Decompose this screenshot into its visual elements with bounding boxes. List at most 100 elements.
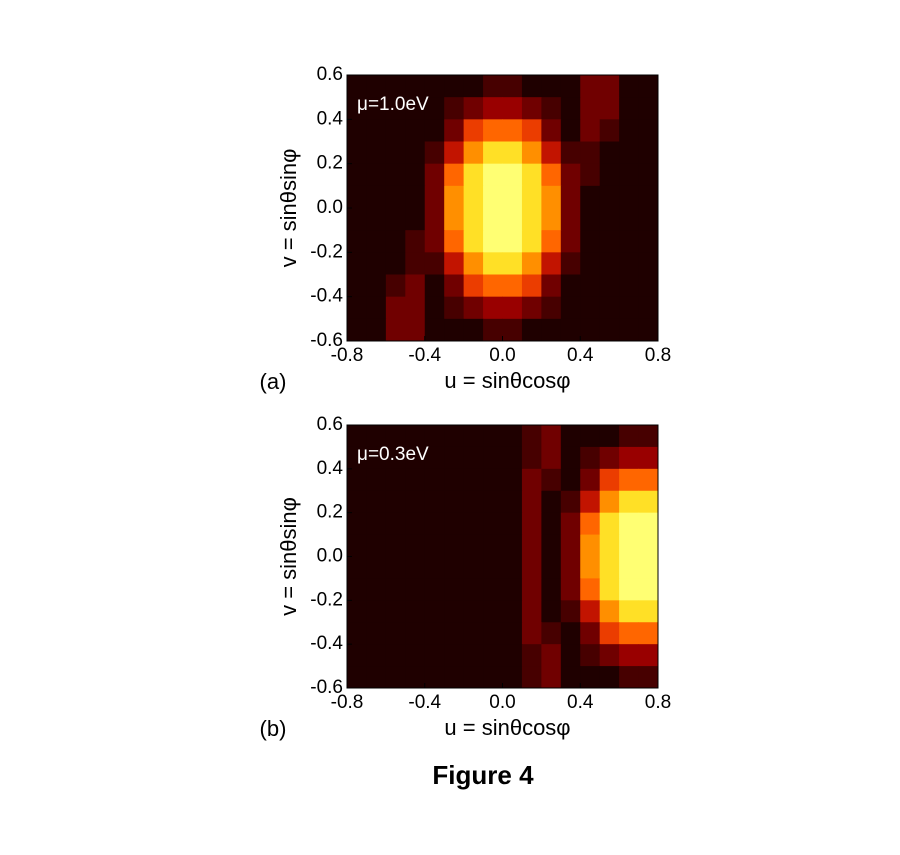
heatmap-cell [619, 644, 640, 667]
heatmap-cell [619, 622, 640, 645]
heatmap-cell [463, 534, 484, 557]
heatmap-cell [521, 97, 542, 120]
heatmap-cell [424, 318, 445, 342]
heatmap-cell [444, 296, 465, 320]
heatmap-cell [483, 490, 503, 514]
heatmap-cell [638, 274, 659, 298]
heatmap-cell [463, 75, 484, 98]
heatmap-cell [599, 318, 620, 342]
heatmap-cell [347, 578, 367, 601]
heatmap-cell [385, 185, 406, 209]
heatmap-cell [541, 252, 562, 275]
heatmap-cell [463, 490, 484, 514]
heatmap-cell [444, 208, 465, 231]
heatmap-cell [405, 163, 426, 187]
heatmap-cell [424, 274, 445, 298]
heatmap-cell [347, 185, 367, 209]
heatmap-cell [619, 578, 640, 601]
heatmap-cell [463, 274, 484, 298]
heatmap-cell [541, 296, 562, 320]
heatmap-cell [580, 578, 601, 601]
x-tick-label: -0.4 [408, 692, 441, 713]
heatmap-cell [405, 141, 426, 165]
heatmap-cell [463, 230, 484, 253]
heatmap-cell [424, 296, 445, 320]
heatmap-cell [619, 97, 640, 120]
heatmap-cell [483, 425, 503, 448]
heatmap-cell [385, 534, 406, 557]
heatmap-cell [560, 252, 581, 275]
heatmap-cell [366, 425, 387, 448]
heatmap-cell [405, 185, 426, 209]
heatmap-cell [599, 666, 620, 689]
heatmap-cell [385, 208, 406, 231]
heatmap-cell [521, 163, 542, 187]
heatmap-cell [347, 468, 367, 492]
heatmap-cell [502, 468, 523, 492]
heatmap-cell [619, 296, 640, 320]
heatmap-cell [463, 666, 484, 689]
heatmap-cell [599, 296, 620, 320]
heatmap-cell [347, 490, 367, 514]
heatmap-cell [599, 556, 620, 579]
heatmap-cell [502, 230, 523, 253]
heatmap-cell [560, 208, 581, 231]
heatmap-cell [405, 446, 426, 470]
heatmap-cell [638, 644, 659, 667]
heatmap-cell [638, 318, 659, 342]
heatmap-cell [580, 274, 601, 298]
heatmap-cell [638, 446, 659, 470]
heatmap-cell [521, 622, 542, 645]
y-tick-label: 0.4 [317, 458, 344, 479]
heatmap-cell [619, 274, 640, 298]
heatmap-cell [521, 318, 542, 342]
heatmap-cell [599, 163, 620, 187]
heatmap-cell [560, 97, 581, 120]
heatmap-cell [424, 163, 445, 187]
heatmap-cell [599, 208, 620, 231]
heatmap-cell [366, 230, 387, 253]
heatmap-cell [366, 141, 387, 165]
heatmap-cell [541, 318, 562, 342]
heatmap-cell [619, 666, 640, 689]
heatmap-cell [599, 230, 620, 253]
heatmap-cell [560, 163, 581, 187]
heatmap-cell [638, 75, 659, 98]
heatmap-cell [521, 578, 542, 601]
x-tick-label: -0.8 [331, 345, 364, 366]
heatmap-cell [560, 578, 581, 601]
heatmap-cell [463, 468, 484, 492]
heatmap-cell [347, 425, 367, 448]
heatmap-cell [560, 622, 581, 645]
heatmap-cell [424, 185, 445, 209]
heatmap-cell [483, 578, 503, 601]
heatmap-cell [385, 490, 406, 514]
heatmap-cell [444, 512, 465, 536]
heatmap-cell [483, 75, 503, 98]
heatmap-cell [424, 208, 445, 231]
x-axis-label: u = sinθcosφ [444, 368, 570, 393]
heatmap-cell [560, 296, 581, 320]
y-tick-label: -0.4 [310, 633, 343, 654]
heatmap-cell [483, 644, 503, 667]
y-tick-label: 0.2 [317, 502, 343, 523]
heatmap-cell [385, 556, 406, 579]
heatmap-cell [638, 185, 659, 209]
heatmap-cell [366, 468, 387, 492]
heatmap-cell [541, 185, 562, 209]
heatmap-cell [638, 425, 659, 448]
heatmap-cell [560, 446, 581, 470]
heatmap-cell [580, 163, 601, 187]
heatmap-cell [502, 534, 523, 557]
heatmap-cell [405, 578, 426, 601]
heatmap-cell [405, 556, 426, 579]
heatmap-cell [560, 556, 581, 579]
heatmap-cell [619, 490, 640, 514]
heatmap-cell [347, 119, 367, 142]
heatmap-cell [444, 490, 465, 514]
heatmap-cell [385, 600, 406, 623]
heatmap-cell [580, 666, 601, 689]
heatmap-cell [385, 163, 406, 187]
heatmap-cell [599, 468, 620, 492]
heatmap-cell [424, 446, 445, 470]
